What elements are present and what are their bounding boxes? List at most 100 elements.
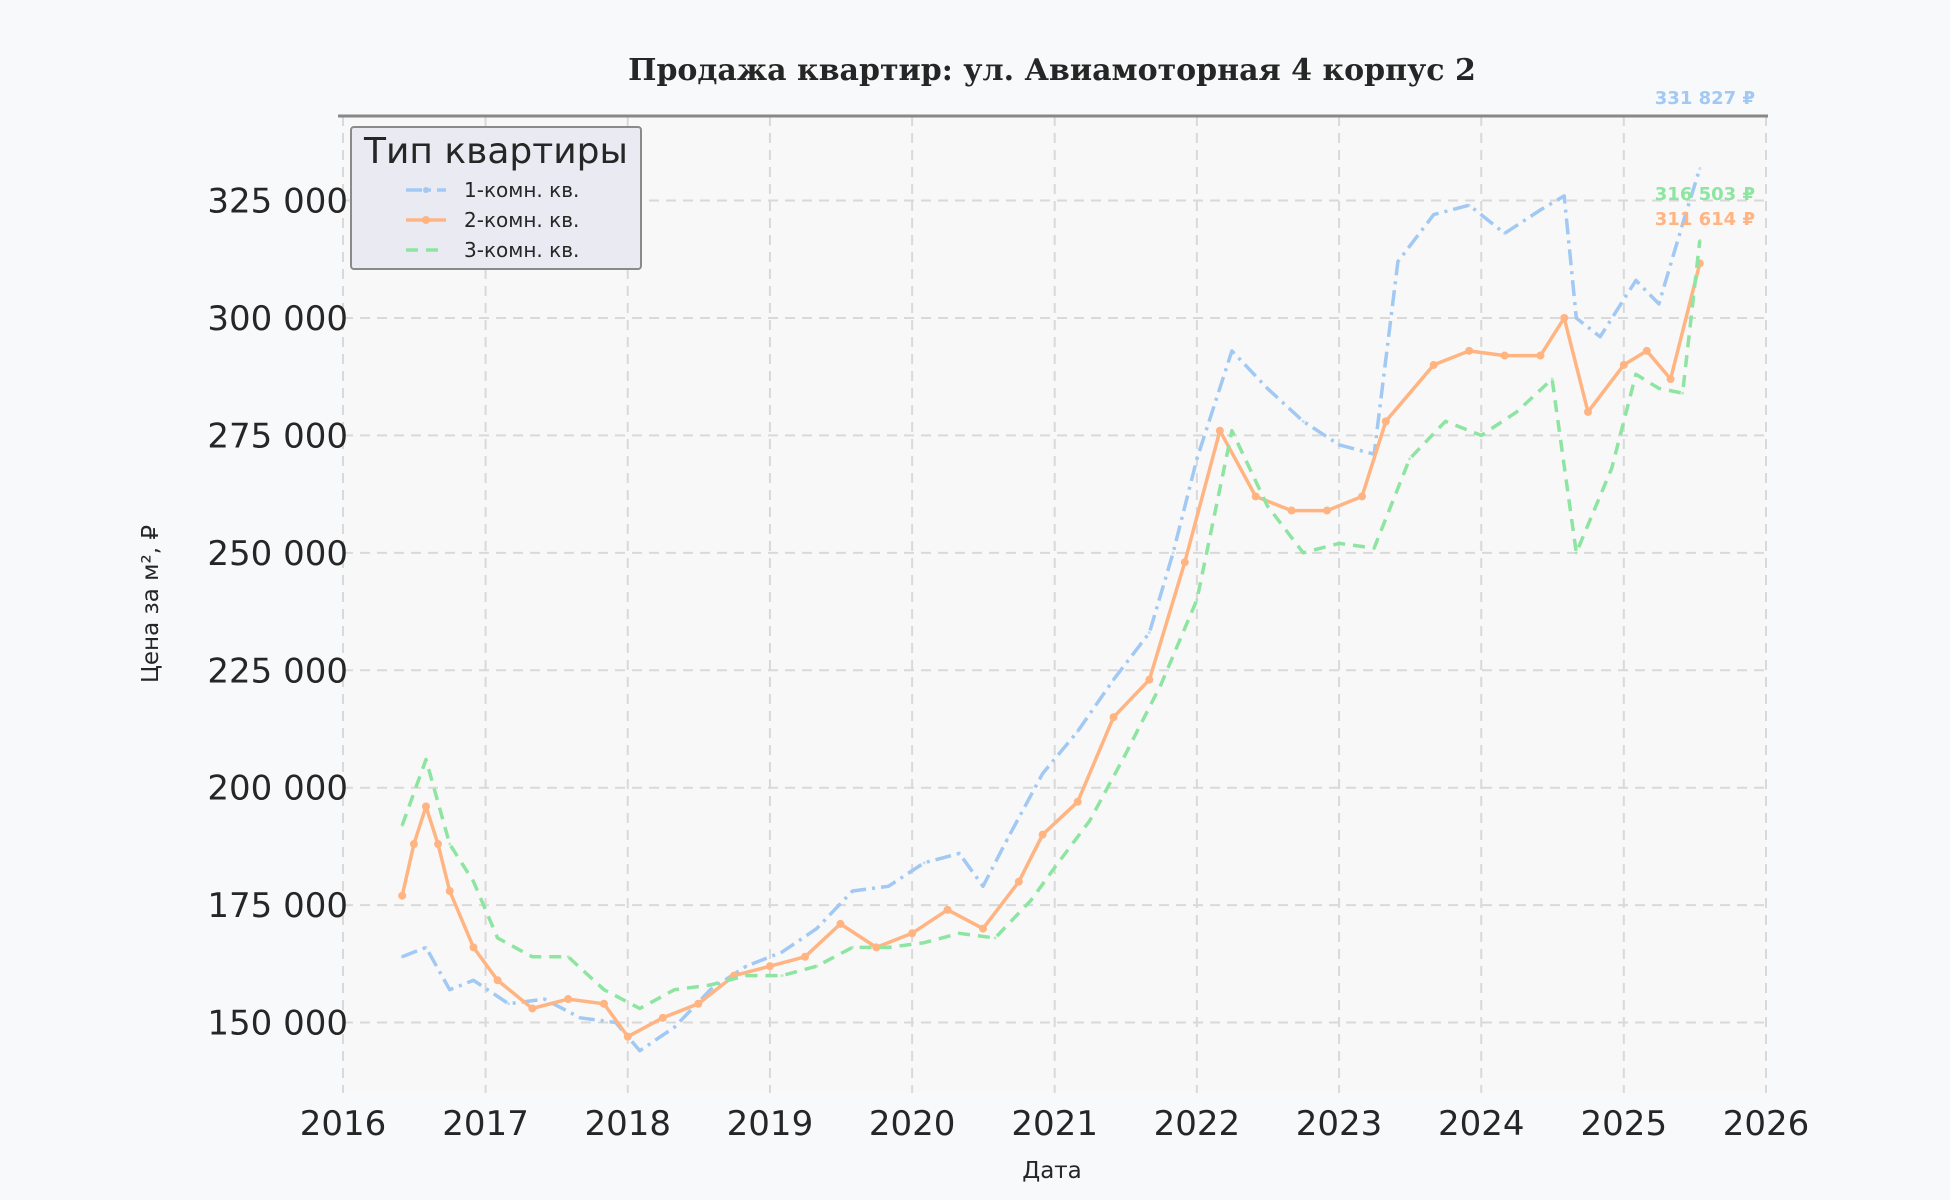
data-point: [1251, 492, 1260, 501]
data-point: [872, 943, 881, 952]
data-point: [1301, 419, 1305, 423]
legend-marker: [423, 187, 429, 193]
y-tick-label: 175 000: [207, 886, 348, 926]
series-layer: [398, 166, 1704, 1053]
y-tick-label: 225 000: [207, 651, 348, 691]
y-tick-label: 300 000: [207, 299, 348, 339]
data-point: [1381, 417, 1390, 426]
data-point: [1073, 797, 1082, 806]
x-tick-label: 2019: [727, 1104, 814, 1144]
data-point: [638, 1049, 642, 1053]
data-point: [1053, 866, 1057, 870]
data-point: [815, 964, 819, 968]
data-point: [943, 905, 952, 914]
x-tick-label: 2024: [1438, 1104, 1525, 1144]
data-point: [658, 1013, 667, 1022]
data-point: [530, 955, 534, 959]
data-point: [1698, 238, 1702, 242]
tick-labels: 2016 2017 2018 2019 2020 2021 2022 2023 2024 2025…: [207, 182, 1809, 1144]
x-tick-label: 2021: [1011, 1104, 1098, 1144]
data-point: [780, 950, 784, 954]
data-point: [1634, 278, 1638, 282]
data-point: [1698, 166, 1702, 170]
data-point: [1619, 360, 1628, 369]
data-point: [815, 927, 819, 931]
data-point: [1467, 203, 1471, 207]
grid: [342, 116, 1767, 1093]
data-point: [1681, 391, 1685, 395]
data-point: [1538, 208, 1542, 212]
data-point: [1657, 302, 1661, 306]
data-point: [471, 880, 475, 884]
data-point: [673, 988, 677, 992]
data-point: [1076, 729, 1080, 733]
data-point: [1147, 631, 1151, 635]
data-point: [1598, 335, 1602, 339]
y-tick-label: 275 000: [207, 416, 348, 456]
data-point: [1562, 194, 1566, 198]
data-point: [1372, 546, 1376, 550]
x-tick-label: 2020: [869, 1104, 956, 1144]
data-point: [1014, 877, 1023, 886]
data-point: [398, 891, 407, 900]
x-tick-label: 2025: [1581, 1104, 1668, 1144]
data-point: [1287, 506, 1296, 515]
data-point: [1408, 457, 1412, 461]
data-point: [1215, 426, 1224, 435]
data-point: [979, 924, 988, 933]
data-point: [471, 978, 475, 982]
chart-title: Продажа квартир: ул. Авиамоторная 4 корп…: [628, 53, 1476, 88]
data-point: [599, 999, 608, 1008]
y-tick-label: 150 000: [207, 1004, 348, 1044]
data-point: [1574, 316, 1578, 320]
data-point: [1322, 506, 1331, 515]
data-point: [566, 955, 570, 959]
data-point: [993, 936, 997, 940]
data-point: [1230, 429, 1234, 433]
data-point: [922, 941, 926, 945]
data-point: [1465, 346, 1474, 355]
data-point: [1429, 360, 1438, 369]
data-point: [421, 802, 430, 811]
data-point: [957, 931, 961, 935]
data-point: [424, 758, 428, 762]
data-point: [851, 889, 855, 893]
data-point: [1657, 386, 1661, 390]
data-point: [1634, 372, 1638, 376]
data-point: [1560, 313, 1569, 322]
legend-item: 2-комн. кв.: [406, 208, 579, 232]
data-point: [1358, 492, 1367, 501]
data-point: [1195, 457, 1199, 461]
data-point: [708, 983, 712, 987]
legend-item: 3-комн. кв.: [406, 238, 579, 262]
legend-label: 2-комн. кв.: [464, 208, 579, 232]
data-point: [1088, 819, 1092, 823]
y-tick-label: 250 000: [207, 534, 348, 574]
data-point: [638, 1006, 642, 1010]
data-point: [673, 1025, 677, 1029]
data-point: [694, 999, 703, 1008]
data-point: [1005, 837, 1009, 841]
y-tick-label: 325 000: [207, 182, 348, 222]
x-tick-label: 2018: [584, 1104, 671, 1144]
data-point: [578, 1016, 582, 1020]
data-point: [1038, 830, 1047, 839]
legend-label: 1-комн. кв.: [464, 178, 579, 202]
data-point: [1171, 551, 1175, 555]
data-point: [708, 988, 712, 992]
data-point: [744, 964, 748, 968]
data-point: [542, 997, 546, 1001]
data-point: [836, 919, 845, 928]
data-point: [851, 945, 855, 949]
end-labels: 331 827 ₽ 316 503 ₽ 311 614 ₽: [1655, 88, 1755, 230]
end-label: 311 614 ₽: [1655, 209, 1755, 230]
data-point: [922, 861, 926, 865]
end-label: 316 503 ₽: [1655, 184, 1755, 205]
data-point: [1112, 678, 1116, 682]
x-tick-label: 2016: [300, 1104, 387, 1144]
x-axis-label: Дата: [1022, 1158, 1082, 1184]
legend-items: 1-комн. кв. 2-комн. кв. 3-комн. кв.: [406, 178, 579, 262]
data-point: [1301, 551, 1305, 555]
data-point: [744, 974, 748, 978]
